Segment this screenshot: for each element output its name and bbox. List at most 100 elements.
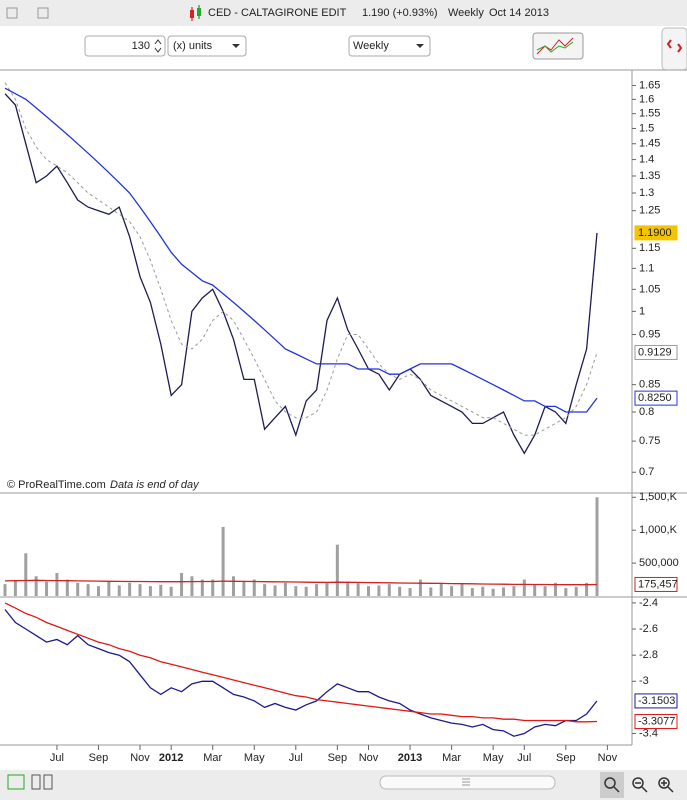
- volume-bar: [595, 497, 599, 596]
- period: Weekly: [448, 7, 484, 19]
- y-tick-label: 0.8: [639, 406, 654, 418]
- volume-bar: [553, 582, 557, 596]
- x-tick-label: Mar: [442, 752, 461, 764]
- title-bar: [0, 0, 687, 26]
- value-badge: [634, 693, 678, 709]
- volume-bar: [86, 584, 90, 596]
- volume-bar: [159, 584, 163, 596]
- volume-bar: [200, 579, 204, 596]
- volume-bar: [408, 588, 412, 596]
- series-line: [4, 82, 598, 436]
- side-tab[interactable]: [661, 27, 687, 71]
- dropdown-arrow: [232, 44, 240, 48]
- volume-bar: [24, 553, 28, 596]
- credit: © ProRealTime.com: [7, 479, 106, 491]
- y-tick-label: 1.05: [639, 283, 660, 295]
- units-count: 130: [132, 40, 150, 52]
- zoom-buttons[interactable]: [600, 772, 674, 798]
- window-button[interactable]: [6, 7, 18, 19]
- volume-bar: [231, 576, 235, 596]
- volume-bar: [470, 588, 474, 596]
- y-tick-label: 1: [639, 305, 645, 317]
- volume-bar: [65, 579, 69, 596]
- volume-bar: [439, 582, 443, 596]
- volume-bar: [55, 572, 59, 596]
- volume-bar: [367, 586, 371, 596]
- bottom-bar: [0, 770, 687, 800]
- y-tick-label: 1.3: [639, 187, 654, 199]
- volume-bar: [283, 582, 287, 596]
- volume-bar: [190, 576, 194, 596]
- volume-bar: [148, 586, 152, 596]
- quote: 1.190 (+0.93%): [362, 7, 438, 19]
- x-tick-label: 2012: [159, 752, 183, 764]
- x-tick-label: Mar: [203, 752, 222, 764]
- volume-bar: [128, 582, 132, 596]
- y-tick-label: 1.15: [639, 242, 660, 254]
- volume-bar: [107, 581, 111, 596]
- volume-bar: [180, 572, 184, 596]
- value-badge: [634, 390, 678, 406]
- volume-bar: [346, 581, 350, 596]
- y-tick-label: 1,500,K: [639, 491, 678, 503]
- volume-bar: [169, 586, 173, 596]
- symbol: CED - CALTAGIRONE EDIT: [208, 7, 347, 19]
- volume-bar: [491, 588, 495, 596]
- y-tick-label: 1.35: [639, 170, 660, 182]
- period-select[interactable]: [348, 35, 431, 57]
- value-badge-label: -3.3077: [638, 715, 675, 727]
- volume-bar: [418, 579, 422, 596]
- x-tick-label: Jul: [517, 752, 531, 764]
- value-badge-label: -3.1503: [638, 695, 675, 707]
- x-tick-label: Jul: [50, 752, 64, 764]
- y-tick-label: 1.5: [639, 122, 654, 134]
- y-tick-label: 1.1: [639, 262, 654, 274]
- side-tab-icon: [666, 39, 683, 53]
- volume-bar: [242, 581, 246, 596]
- x-tick-label: 2013: [398, 752, 422, 764]
- units-select[interactable]: [167, 35, 247, 57]
- volume-bar: [574, 586, 578, 596]
- volume-bar: [564, 588, 568, 596]
- series-line: [4, 609, 598, 737]
- volume-bar: [481, 586, 485, 596]
- x-tick-label: Sep: [556, 752, 576, 764]
- y-tick-label: 0.7: [639, 466, 654, 478]
- volume-bar: [522, 579, 526, 596]
- dropdown-arrow: [416, 44, 424, 48]
- volume-bar: [211, 579, 215, 596]
- y-tick-label: 1.65: [639, 79, 660, 91]
- y-tick-label: -2.4: [639, 597, 658, 609]
- value-badge: [634, 576, 678, 592]
- scroll-grip: [462, 778, 470, 786]
- volume-bar: [335, 544, 339, 596]
- value-badge-label: 175,457: [638, 578, 678, 590]
- volume-bar: [76, 582, 80, 596]
- spinner[interactable]: [154, 39, 162, 53]
- volume-bar: [138, 584, 142, 596]
- volume-bar: [543, 586, 547, 596]
- volume-bar: [263, 584, 267, 596]
- series-line: [4, 579, 598, 586]
- y-tick-label: 1,000,K: [639, 524, 678, 536]
- volume-bar: [512, 586, 516, 596]
- y-tick-label: 0.95: [639, 328, 660, 340]
- volume-bar: [398, 586, 402, 596]
- bottom-icons[interactable]: [7, 774, 53, 790]
- volume-bar: [429, 587, 433, 596]
- volume-bar: [356, 582, 360, 596]
- indicator-button[interactable]: [532, 32, 584, 60]
- credit-note: Data is end of day: [110, 479, 200, 491]
- volume-bar: [377, 585, 381, 596]
- window-button[interactable]: [37, 7, 49, 19]
- y-tick-label: 1.4: [639, 153, 654, 165]
- units-count-input[interactable]: [84, 35, 166, 57]
- value-badge: [634, 225, 678, 241]
- volume-bar: [252, 579, 256, 596]
- volume-bar: [450, 586, 454, 596]
- candle-icon: [190, 5, 201, 21]
- value-badge: [634, 713, 678, 729]
- y-tick-label: 1.25: [639, 205, 660, 217]
- series-line: [4, 87, 598, 413]
